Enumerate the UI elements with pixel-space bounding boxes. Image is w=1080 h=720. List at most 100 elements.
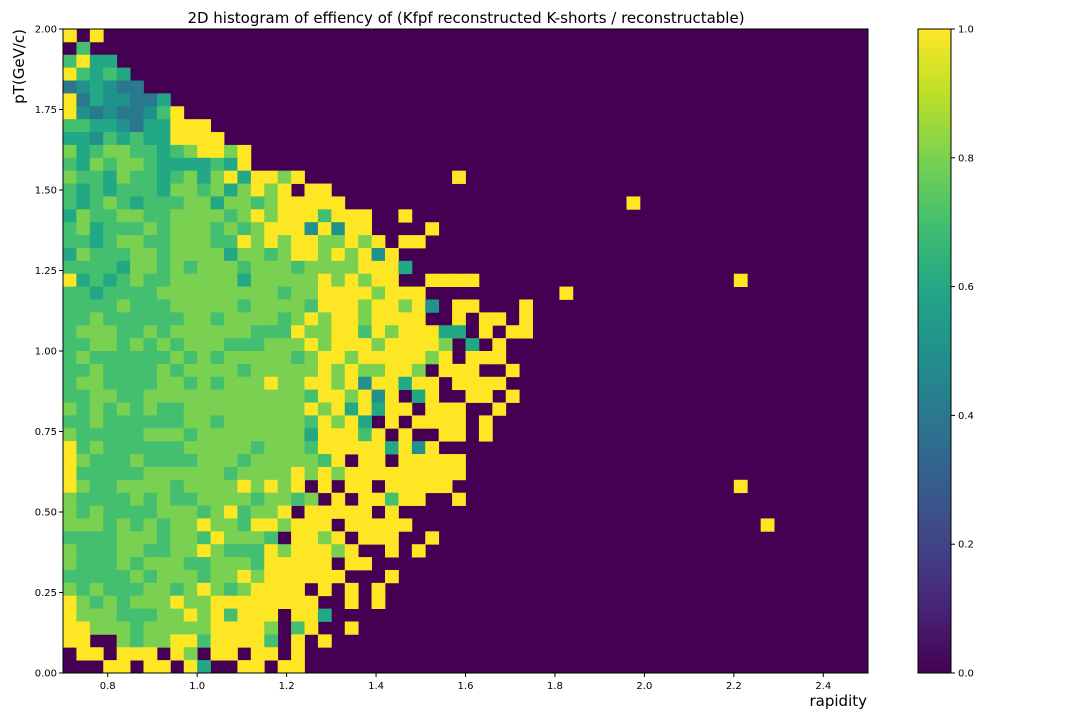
heatmap-cell: [304, 441, 319, 455]
heatmap-cell: [76, 325, 91, 339]
heatmap-cell: [130, 119, 144, 133]
heatmap-cell: [331, 325, 346, 339]
heatmap-cell: [183, 376, 198, 391]
heatmap-cell: [63, 557, 77, 571]
heatmap-cell: [465, 338, 480, 352]
heatmap-cell: [156, 312, 171, 326]
heatmap-cell: [224, 608, 238, 622]
heatmap-cell: [116, 157, 131, 172]
heatmap-cell: [130, 222, 144, 236]
heatmap-cell: [237, 170, 252, 184]
heatmap-cell: [277, 196, 292, 210]
heatmap-cell: [63, 363, 77, 378]
heatmap-cell: [304, 492, 319, 506]
heatmap-cell: [183, 441, 198, 455]
heatmap-cell: [438, 428, 453, 442]
heatmap-cell: [237, 325, 252, 339]
heatmap-cell: [224, 634, 238, 648]
y-tick-label: 1.00: [35, 347, 57, 358]
heatmap-cell: [277, 286, 292, 300]
heatmap-cell: [197, 608, 211, 622]
heatmap-cell: [197, 402, 211, 416]
heatmap-cell: [371, 247, 386, 262]
heatmap-cell: [264, 351, 279, 365]
heatmap-cell: [130, 170, 144, 184]
colorbar-tick-label: 1.0: [958, 25, 974, 36]
heatmap-cell: [143, 351, 158, 365]
heatmap-cell: [250, 402, 265, 416]
heatmap-cell: [143, 544, 158, 558]
heatmap-cell: [331, 428, 346, 442]
heatmap-cell: [291, 415, 305, 429]
heatmap-cell: [197, 170, 211, 184]
heatmap-cell: [224, 621, 238, 635]
heatmap-cell: [116, 608, 131, 622]
heatmap-cell: [237, 183, 252, 197]
x-tick-label: 2.4: [815, 681, 831, 692]
heatmap-cell: [452, 454, 466, 468]
heatmap-cell: [331, 389, 346, 403]
heatmap-cell: [103, 183, 118, 197]
x-tick-label: 1.2: [279, 681, 295, 692]
heatmap-cell: [210, 247, 225, 262]
heatmap-cell: [385, 531, 399, 545]
heatmap-cell: [76, 557, 91, 571]
heatmap-cell: [452, 273, 466, 287]
heatmap-cell: [344, 260, 359, 275]
heatmap-cell: [183, 260, 198, 275]
heatmap-cell: [89, 608, 104, 622]
heatmap-cell: [130, 351, 144, 365]
heatmap-cell: [170, 428, 185, 442]
heatmap-cell: [197, 505, 211, 519]
heatmap-cell: [344, 518, 359, 532]
heatmap-cell: [237, 222, 252, 236]
heatmap-cell: [331, 222, 346, 236]
heatmap-cell: [317, 376, 332, 391]
heatmap-cell: [103, 569, 118, 584]
heatmap-cell: [103, 544, 118, 558]
heatmap-cell: [224, 338, 238, 352]
heatmap-cell: [250, 441, 265, 455]
heatmap-cell: [304, 557, 319, 571]
heatmap-cell: [103, 582, 118, 597]
heatmap-cell: [183, 299, 198, 313]
heatmap-cell: [398, 260, 413, 275]
heatmap-cell: [264, 454, 279, 468]
heatmap-cell: [183, 351, 198, 365]
heatmap-cell: [156, 582, 171, 597]
heatmap-cell: [76, 595, 91, 609]
heatmap-cell: [197, 222, 211, 236]
heatmap-cell: [143, 119, 158, 133]
heatmap-cell: [224, 505, 238, 519]
heatmap-cell: [237, 286, 252, 300]
heatmap-cell: [76, 54, 91, 69]
y-tick-label: 0.75: [35, 427, 57, 438]
heatmap-cell: [143, 660, 158, 674]
heatmap-cell: [210, 582, 225, 597]
heatmap-cell: [103, 428, 118, 442]
heatmap-cell: [237, 299, 252, 313]
heatmap-cell: [170, 505, 185, 519]
heatmap-cell: [63, 286, 77, 300]
heatmap-cell: [210, 454, 225, 468]
heatmap-cell: [156, 415, 171, 429]
heatmap-cell: [143, 634, 158, 648]
heatmap-cell: [250, 595, 265, 609]
heatmap-cell: [89, 389, 104, 403]
heatmap-cell: [116, 441, 131, 455]
heatmap-cell: [264, 196, 279, 210]
heatmap-cell: [385, 466, 399, 481]
heatmap-cell: [156, 209, 171, 223]
heatmap-cell: [291, 428, 305, 442]
heatmap-cell: [331, 544, 346, 558]
heatmap-cell: [89, 325, 104, 339]
heatmap-cell: [103, 621, 118, 635]
heatmap-cell: [358, 325, 372, 339]
heatmap-cell: [103, 157, 118, 172]
heatmap-cell: [143, 415, 158, 429]
heatmap-cell: [63, 454, 77, 468]
heatmap-cell: [224, 157, 238, 172]
heatmap-cell: [130, 466, 144, 481]
heatmap-cell: [143, 299, 158, 313]
